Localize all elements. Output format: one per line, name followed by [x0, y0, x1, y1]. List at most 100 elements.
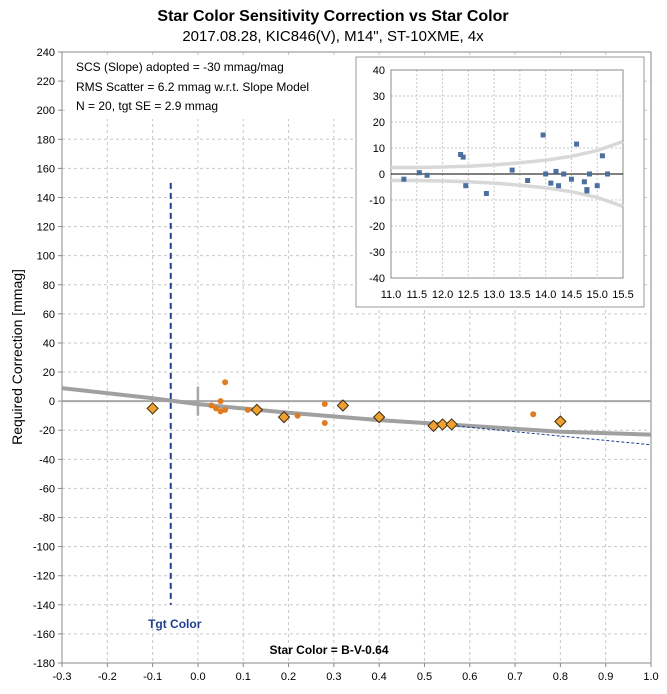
inset-data-point: [416, 170, 422, 176]
inset-x-tick-label: 12.5: [458, 289, 479, 301]
x-tick-label: -0.2: [98, 671, 117, 683]
inset-y-tick-label: 40: [373, 65, 385, 77]
inset-x-tick-label: 15.0: [587, 289, 608, 301]
x-tick-label: 0.9: [598, 671, 613, 683]
inset-data-point: [483, 191, 489, 196]
inset-data-point: [543, 171, 549, 177]
inset-x-tick-label: 15.5: [612, 289, 633, 301]
data-point-circle: [213, 405, 220, 412]
data-point-circle: [321, 419, 328, 426]
data-point-circle: [217, 408, 224, 415]
x-tick-label: 1.0: [643, 671, 658, 683]
annotation-n: N = 20, tgt SE = 2.9 mmag: [76, 99, 218, 113]
y-tick-label: 180: [37, 134, 55, 146]
y-axis: 240220200180160140120100806040200-20-40-…: [33, 47, 62, 670]
slope-line: [447, 424, 652, 446]
x-axis-label: Star Color = B-V-0.64: [269, 643, 388, 657]
y-tick-label: -160: [33, 629, 55, 641]
inset-data-point: [574, 141, 580, 147]
inset-x-tick-label: 13.0: [483, 289, 504, 301]
inset-y-tick-label: -20: [369, 221, 385, 233]
y-tick-label: -180: [33, 658, 55, 670]
inset-data-point: [556, 183, 562, 189]
inset-x-tick-label: 11.0: [381, 289, 402, 301]
inset-data-point: [463, 183, 469, 189]
y-tick-label: 40: [43, 338, 55, 350]
inset-y-tick-label: 0: [379, 169, 385, 181]
inset-envelope-lower: [391, 178, 624, 209]
y-tick-label: -40: [39, 454, 55, 466]
inset-x-tick-label: 13.5: [509, 289, 530, 301]
inset-y-tick-label: 20: [373, 117, 385, 129]
inset-data-point: [424, 172, 430, 178]
y-tick-label: 80: [43, 280, 55, 292]
x-tick-label: 0.8: [553, 671, 568, 683]
inset-data-point: [599, 153, 605, 159]
model-curve: [61, 386, 652, 437]
x-tick-label: -0.1: [143, 671, 162, 683]
annotation-box: SCS (Slope) adopted = -30 mmag/mag RMS S…: [68, 55, 354, 119]
inset-y-tick-label: 10: [373, 143, 385, 155]
inset-x-axis: 11.0 11.5 12.0 12.5 13.0 13.5 14.0 14.5 15.0 15.5: [381, 289, 634, 301]
inset-data-point: [561, 171, 567, 177]
data-point-diamond: [554, 415, 567, 428]
annotation-rms: RMS Scatter = 6.2 mmag w.r.t. Slope Mode…: [76, 80, 309, 94]
slope-line-path: [447, 424, 652, 446]
y-tick-label: -20: [39, 425, 55, 437]
inset-x-tick-label: 14.5: [561, 289, 582, 301]
y-tick-label: 120: [37, 222, 55, 234]
data-point-diamond: [336, 399, 350, 412]
y-tick-label: -100: [33, 542, 55, 554]
inset-y-axis: 40 30 20 10 0 -10 -20 -30 -40: [369, 65, 385, 285]
inset-data-point: [509, 167, 515, 173]
data-point-diamond: [436, 418, 449, 431]
chart-subtitle: 2017.08.28, KIC846(V), M14", ST-10XME, 4…: [182, 28, 484, 45]
x-tick-label: 0.2: [281, 671, 296, 683]
x-axis: -0.3 -0.2 -0.1 0.0 0.1 0.2 0.3 0.4 0.5 0.6 0.7 0.8 0…: [53, 663, 659, 683]
inset-data-point: [584, 188, 590, 194]
inset-data-point: [605, 171, 611, 177]
data-point-diamond: [146, 402, 159, 415]
inset-envelope-upper: [391, 139, 624, 170]
data-point-diamond: [250, 403, 264, 417]
y-tick-label: 240: [37, 47, 55, 59]
plot-frame: [61, 51, 652, 664]
data-point-circle: [530, 411, 537, 418]
y-tick-label: 100: [37, 251, 55, 263]
inset-data-point: [594, 183, 600, 189]
x-tick-label: 0.0: [190, 671, 205, 683]
x-tick-label: 0.5: [417, 671, 432, 683]
inset-data-point: [553, 168, 559, 174]
data-point-circle: [321, 401, 328, 408]
x-tick-label: 0.6: [462, 671, 477, 683]
inset-data-point: [540, 132, 546, 138]
inset-y-tick-label: -40: [369, 273, 385, 285]
annotation-slope: SCS (Slope) adopted = -30 mmag/mag: [76, 60, 284, 74]
inset-data-point: [458, 152, 464, 157]
y-tick-label: 200: [37, 105, 55, 117]
inset-x-tick-label: 14.0: [535, 289, 556, 301]
inset-y-tick-label: -30: [369, 247, 385, 259]
y-tick-label: 0: [49, 396, 55, 408]
inset-x-tick-label: 12.0: [432, 289, 453, 301]
data-point-circle: [208, 402, 215, 409]
inset-y-tick-label: -10: [369, 195, 385, 207]
x-tick-label: 0.7: [507, 671, 522, 683]
inset-data-point: [586, 171, 592, 177]
y-tick-label: 220: [37, 76, 55, 88]
data-point-diamond: [445, 418, 458, 431]
inset-x-tick-label: 11.5: [406, 289, 427, 301]
data-point-circle: [222, 379, 229, 386]
inset-envelope: [391, 139, 624, 209]
x-tick-label: 0.1: [236, 671, 251, 683]
y-tick-label: 20: [43, 367, 55, 379]
annotation-background: [68, 55, 354, 119]
y-tick-label: -80: [39, 513, 55, 525]
inset-data-point: [581, 179, 587, 185]
data-points: [146, 379, 567, 433]
y-tick-label: 60: [43, 309, 55, 321]
y-tick-label: -60: [39, 483, 55, 495]
inset-data-point: [460, 154, 466, 160]
data-point-diamond: [277, 410, 291, 424]
